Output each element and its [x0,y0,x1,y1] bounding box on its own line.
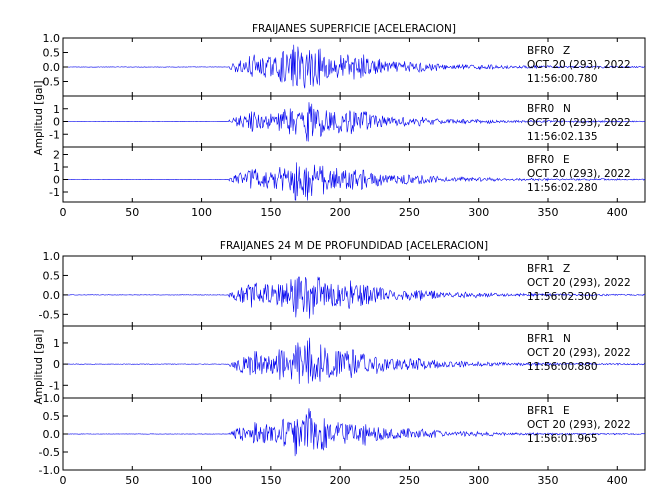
x-tick-label: 300 [468,206,489,219]
x-tick-label: 300 [468,474,489,487]
station-code: BFR1 [527,333,554,345]
x-tick-label: 400 [607,206,628,219]
trace-date: OCT 20 (293), 2022 [527,59,631,71]
y-tick-label: 1 [53,337,60,350]
y-tick-label: 1.0 [43,32,61,45]
station-code: BFR0 [527,103,554,115]
y-tick-label: 0 [53,174,60,187]
trace-panel-bfr0-n: -101 BFR0 N OCT 20 (293), 2022 11:56:02.135 [49,95,646,148]
seismic-trace [62,337,646,384]
station-code: BFR0 [527,154,554,166]
y-tick-label: 0.5 [43,76,61,89]
y-tick-label: -0.5 [39,308,60,321]
trace-start-time: 11:56:00.780 [527,73,598,85]
chart-title: FRAIJANES 24 M DE PROFUNDIDAD [ACELERACI… [220,240,488,252]
trace-start-time: 11:56:00.880 [527,361,598,373]
y-tick-label: 1.0 [43,250,61,263]
trace-date: OCT 20 (293), 2022 [527,168,631,180]
y-tick-label: -1 [49,186,60,199]
x-tick-label: 350 [538,206,559,219]
component-code: N [563,333,571,345]
component-code: N [563,103,571,115]
trace-panel-bfr1-z: -0.5 0.0 0.5 1.0 BFR1 Z OCT 20 (293), 2022 11:5… [39,250,646,327]
y-tick-label: -1 [49,128,60,141]
x-tick-label: 150 [260,474,281,487]
x-tick-label: 250 [399,206,420,219]
seismic-trace [62,44,646,89]
y-tick-label: 1 [53,161,60,174]
y-tick-label: 0.0 [43,61,61,74]
component-code: E [563,405,570,417]
y-tick-label: -0.5 [39,446,60,459]
x-tick-label: 400 [607,474,628,487]
station-code: BFR0 [527,45,554,57]
seismic-trace [62,408,646,457]
trace-date: OCT 20 (293), 2022 [527,277,631,289]
chart-title: FRAIJANES SUPERFICIE [ACELERACION] [252,23,456,35]
panel-frame [62,146,646,203]
x-tick-label: 0 [60,206,67,219]
x-tick-label: 0 [60,474,67,487]
y-tick-label: 1 [53,103,60,116]
trace-date: OCT 20 (293), 2022 [527,347,631,359]
x-tick-label: 200 [330,474,351,487]
seismic-trace [62,162,646,201]
y-tick-label: 0 [53,116,60,129]
x-tick-label: 250 [399,474,420,487]
y-axis-label: Amplitud [gal] [33,330,45,405]
x-tick-label: 100 [191,474,212,487]
trace-start-time: 11:56:02.300 [527,291,598,303]
y-tick-label: 0.0 [43,289,61,302]
trace-panel-bfr1-e: -1.0 -0.5 0.0 0.5 1.0 BFR1 E OCT 20 (293), 2022… [39,392,646,477]
station-code: BFR1 [527,405,554,417]
chart-group-2: FRAIJANES 24 M DE PROFUNDIDAD [ACELERACI… [33,240,646,487]
y-tick-label: -1.0 [39,464,60,477]
component-code: Z [563,45,570,57]
y-tick-label: 0.0 [43,428,61,441]
y-tick-label: 0.5 [43,269,61,282]
chart-group-1: FRAIJANES SUPERFICIE [ACELERACION] Amplit… [33,23,646,219]
x-tick-label: 50 [125,474,139,487]
x-tick-label: 100 [191,206,212,219]
seismic-trace [62,102,646,142]
x-tick-label: 50 [125,206,139,219]
y-tick-label: 2 [53,149,60,162]
x-tick-label: 150 [260,206,281,219]
y-tick-label: 0.5 [43,47,61,60]
trace-start-time: 11:56:02.280 [527,182,598,194]
y-tick-label: 0 [53,358,60,371]
y-axis-label: Amplitud [gal] [33,81,45,156]
station-code: BFR1 [527,263,554,275]
component-code: E [563,154,570,166]
y-tick-label: -1 [49,379,60,392]
component-code: Z [563,263,570,275]
trace-date: OCT 20 (293), 2022 [527,419,631,431]
trace-start-time: 11:56:01.965 [527,433,598,445]
y-tick-label: 0.5 [43,410,61,423]
trace-panel-bfr1-n: -1 0 1 BFR1 N OCT 20 (293), 2022 11:56:00.880 [49,325,646,399]
x-tick-label: 350 [538,474,559,487]
seismic-trace [62,276,646,319]
trace-date: OCT 20 (293), 2022 [527,117,631,129]
y-tick-label: 1.0 [43,392,61,405]
trace-start-time: 11:56:02.135 [527,131,598,143]
x-tick-label: 200 [330,206,351,219]
